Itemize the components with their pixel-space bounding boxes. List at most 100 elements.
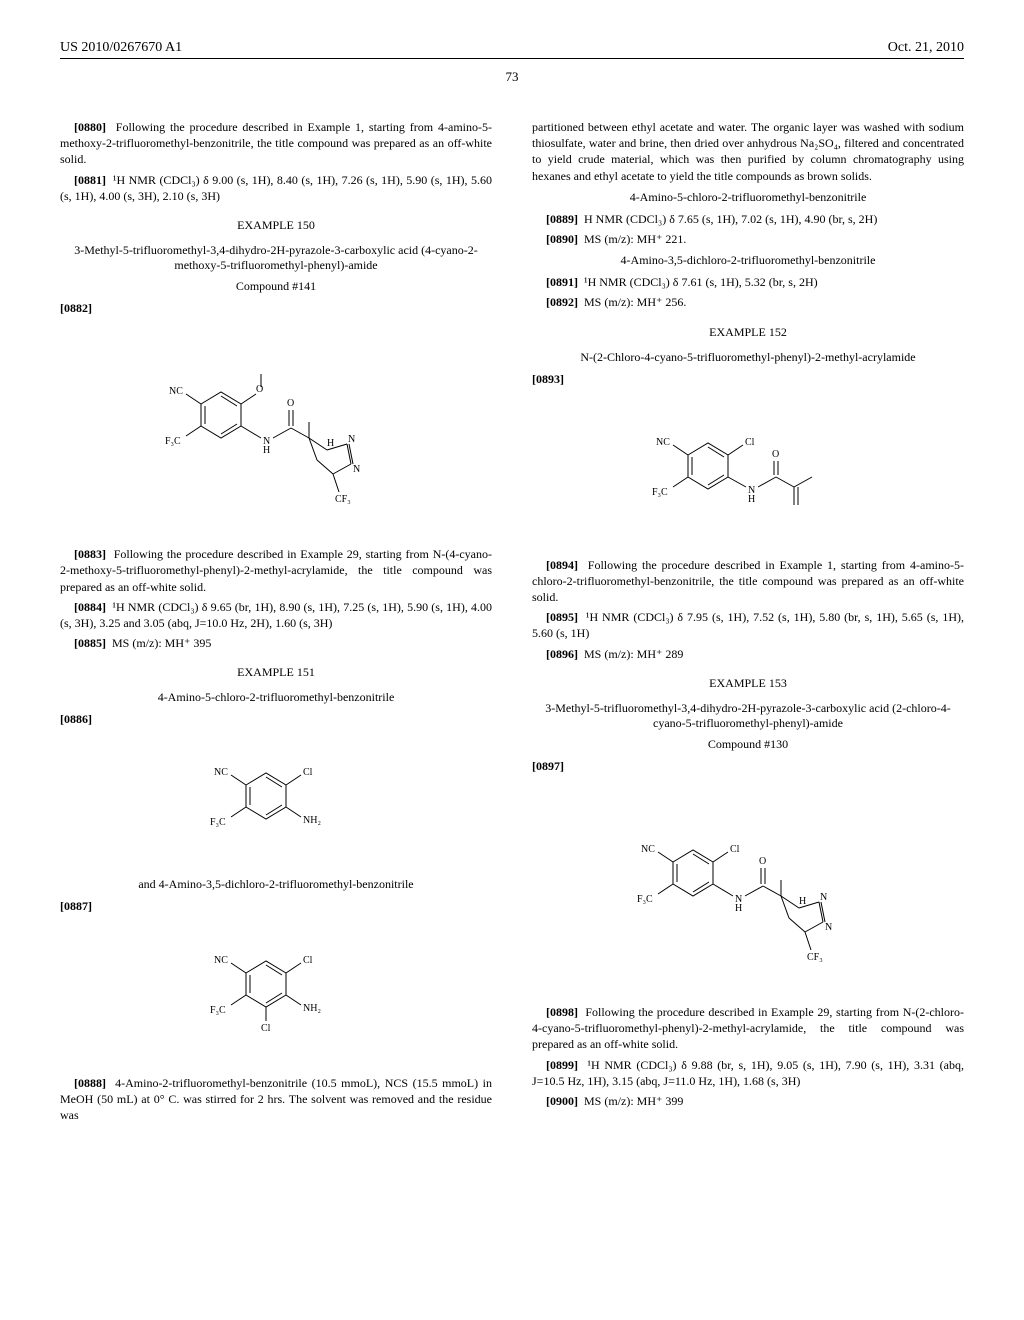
para-0886: [0886] — [60, 711, 492, 727]
para-0881: [0881] ¹H NMR (CDCl₃) δ 9.00 (s, 1H), 8.… — [60, 172, 492, 204]
para-text: MS (m/z): MH⁺ 221. — [584, 232, 686, 246]
para-num: [0889] — [546, 212, 578, 226]
compound-130-label: Compound #130 — [532, 737, 964, 752]
para-0885: [0885] MS (m/z): MH⁺ 395 — [60, 635, 492, 651]
para-0880: [0880] Following the procedure described… — [60, 119, 492, 168]
para-0884: [0884] ¹H NMR (CDCl₃) δ 9.65 (br, 1H), 8… — [60, 599, 492, 631]
label-h: H — [799, 896, 806, 907]
label-o: O — [772, 449, 779, 460]
sub2-name: 4-Amino-3,5-dichloro-2-trifluoromethyl-b… — [532, 253, 964, 268]
para-num: [0899] — [546, 1058, 578, 1072]
para-num: [0881] — [74, 173, 106, 187]
para-0896: [0896] MS (m/z): MH⁺ 289 — [532, 646, 964, 662]
example-151-header: EXAMPLE 151 — [60, 665, 492, 680]
para-num: [0884] — [74, 600, 106, 614]
para-num: [0888] — [74, 1076, 106, 1090]
para-0883: [0883] Following the procedure described… — [60, 546, 492, 595]
para-text: 4-Amino-2-trifluoromethyl-benzonitrile (… — [60, 1076, 492, 1122]
para-text: ¹H NMR (CDCl₃) δ 9.00 (s, 1H), 8.40 (s, … — [60, 173, 492, 203]
label-cl: Cl — [730, 844, 740, 855]
para-0898: [0898] Following the procedure described… — [532, 1004, 964, 1053]
label-cl: Cl — [745, 437, 755, 448]
label-n: N — [820, 892, 827, 903]
para-0893: [0893] — [532, 371, 964, 387]
para-0895: [0895] ¹H NMR (CDCl₃) δ 7.95 (s, 1H), 7.… — [532, 609, 964, 641]
label-nc: NC — [656, 437, 670, 448]
doc-date: Oct. 21, 2010 — [888, 40, 964, 56]
label-cf3: CF₃ — [335, 494, 351, 505]
label-o: O — [759, 856, 766, 867]
structure-compound-141: NC F₃C O O N H H N N CF₃ — [60, 334, 492, 528]
para-num: [0898] — [546, 1005, 578, 1019]
para-num: [0900] — [546, 1094, 578, 1108]
para-cont: partitioned between ethyl acetate and wa… — [532, 119, 964, 184]
para-text: MS (m/z): MH⁺ 395 — [112, 636, 211, 650]
para-0887: [0887] — [60, 898, 492, 914]
example-151-name: 4-Amino-5-chloro-2-trifluoromethyl-benzo… — [60, 690, 492, 705]
para-num: [0896] — [546, 647, 578, 661]
example-150-name: 3-Methyl-5-trifluoromethyl-3,4-dihydro-2… — [60, 243, 492, 273]
label-h: H — [263, 445, 270, 456]
label-h: H — [748, 494, 755, 505]
structure-compound-130: NC F₃C Cl O N H H N N CF₃ — [532, 792, 964, 986]
para-text: MS (m/z): MH⁺ 289 — [584, 647, 683, 661]
label-o: O — [287, 398, 294, 409]
para-num: [0894] — [546, 558, 578, 572]
label-f3c: F₃C — [210, 817, 226, 828]
example-151b-name: and 4-Amino-3,5-dichloro-2-trifluorometh… — [60, 877, 492, 892]
para-num: [0883] — [74, 547, 106, 561]
para-num: [0887] — [60, 899, 92, 913]
para-text: ¹H NMR (CDCl₃) δ 7.61 (s, 1H), 5.32 (br,… — [584, 275, 818, 289]
label-h: H — [735, 903, 742, 914]
para-0891: [0891] ¹H NMR (CDCl₃) δ 7.61 (s, 1H), 5.… — [532, 274, 964, 290]
para-num: [0895] — [546, 610, 578, 624]
para-num: [0890] — [546, 232, 578, 246]
para-num: [0892] — [546, 295, 578, 309]
para-0900: [0900] MS (m/z): MH⁺ 399 — [532, 1093, 964, 1109]
para-text: MS (m/z): MH⁺ 399 — [584, 1094, 683, 1108]
para-text: partitioned between ethyl acetate and wa… — [532, 120, 964, 183]
para-num: [0897] — [532, 759, 564, 773]
para-num: [0885] — [74, 636, 106, 650]
compound-141-label: Compound #141 — [60, 279, 492, 294]
para-0889: [0889] H NMR (CDCl₃) δ 7.65 (s, 1H), 7.0… — [532, 211, 964, 227]
page-number: 73 — [60, 69, 964, 85]
label-n: N — [348, 434, 355, 445]
para-num: [0880] — [74, 120, 106, 134]
structure-151b: NC F₃C Cl NH₂ Cl — [60, 933, 492, 1057]
para-text: MS (m/z): MH⁺ 256. — [584, 295, 686, 309]
label-nc: NC — [214, 767, 228, 778]
label-h: H — [327, 438, 334, 449]
structure-151a: NC F₃C Cl NH₂ — [60, 745, 492, 859]
left-column: [0880] Following the procedure described… — [60, 115, 492, 1127]
structure-152: NC F₃C Cl N H O — [532, 405, 964, 539]
sub1-name: 4-Amino-5-chloro-2-trifluoromethyl-benzo… — [532, 190, 964, 205]
para-text: ¹H NMR (CDCl₃) δ 9.88 (br, s, 1H), 9.05 … — [532, 1058, 964, 1088]
example-152-name: N-(2-Chloro-4-cyano-5-trifluoromethyl-ph… — [532, 350, 964, 365]
label-o: O — [256, 384, 263, 395]
label-f3c: F₃C — [637, 894, 653, 905]
para-num: [0882] — [60, 301, 92, 315]
example-153-name: 3-Methyl-5-trifluoromethyl-3,4-dihydro-2… — [532, 701, 964, 731]
para-text: H NMR (CDCl₃) δ 7.65 (s, 1H), 7.02 (s, 1… — [584, 212, 877, 226]
label-cf3: CF₃ — [807, 952, 823, 963]
para-text: Following the procedure described in Exa… — [60, 120, 492, 166]
label-cl: Cl — [303, 767, 313, 778]
label-nc: NC — [641, 844, 655, 855]
para-0892: [0892] MS (m/z): MH⁺ 256. — [532, 294, 964, 310]
label-nc: NC — [169, 386, 183, 397]
para-num: [0893] — [532, 372, 564, 386]
label-f3c: F₃C — [210, 1005, 226, 1016]
label-n: N — [825, 922, 832, 933]
para-text: Following the procedure described in Exa… — [532, 1005, 964, 1051]
para-0894: [0894] Following the procedure described… — [532, 557, 964, 606]
para-text: Following the procedure described in Exa… — [532, 558, 964, 604]
label-f3c: F₃C — [165, 436, 181, 447]
para-text: ¹H NMR (CDCl₃) δ 9.65 (br, 1H), 8.90 (s,… — [60, 600, 492, 630]
label-cl: Cl — [303, 955, 313, 966]
doc-id: US 2010/0267670 A1 — [60, 40, 182, 56]
para-0897: [0897] — [532, 758, 964, 774]
right-column: partitioned between ethyl acetate and wa… — [532, 115, 964, 1127]
label-nh2: NH₂ — [303, 815, 321, 826]
para-num: [0886] — [60, 712, 92, 726]
